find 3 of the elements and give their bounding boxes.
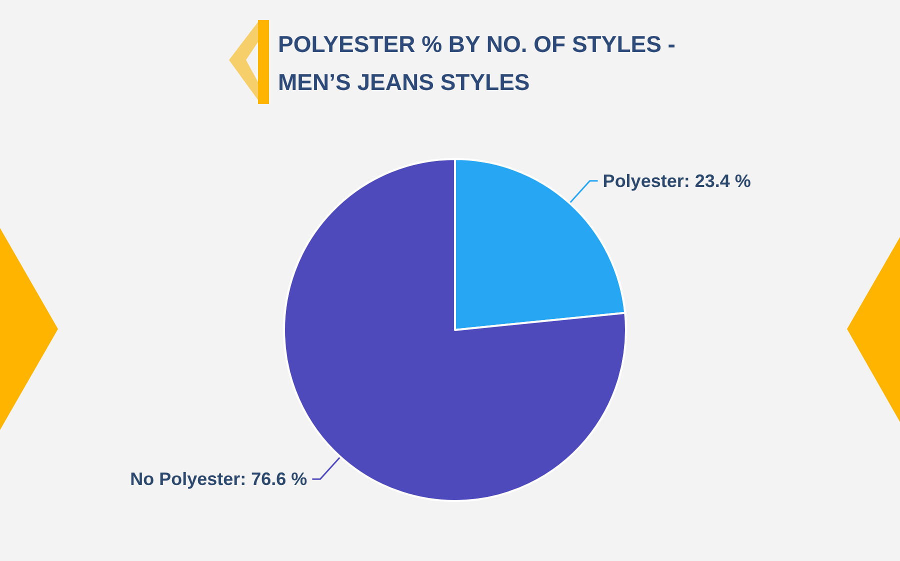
chart-title: POLYESTER % BY NO. OF STYLES - MEN’S JEANS STYLES: [278, 31, 682, 95]
slice-label: Polyester: 23.4 %: [602, 170, 751, 191]
slice-label: No Polyester: 76.6 %: [130, 469, 308, 490]
